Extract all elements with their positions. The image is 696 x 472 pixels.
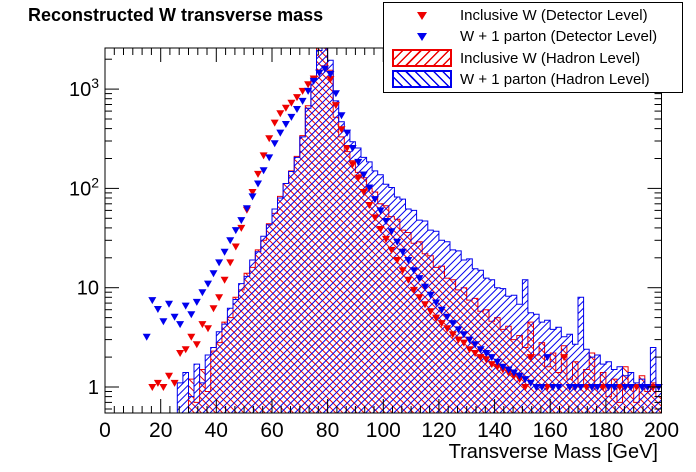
figure-title: Reconstructed W transverse mass <box>28 5 324 25</box>
legend-hatch-swatch-icon <box>392 70 452 89</box>
svg-text:103: 103 <box>69 75 99 101</box>
x-axis-title: Transverse Mass [GeV] <box>448 441 658 463</box>
histogram-w1parton-hadron <box>105 47 662 414</box>
svg-text:40: 40 <box>205 419 228 442</box>
legend-item-label: W + 1 parton (Detector Level) <box>460 28 658 46</box>
svg-text:20: 20 <box>149 419 172 442</box>
legend-item: W + 1 parton (Detector Level) <box>384 26 682 47</box>
legend-item-label: Inclusive W (Detector Level) <box>460 7 648 25</box>
x-tick-labels: 0 20 40 60 80 100 120 140 160 180 200 <box>99 419 679 442</box>
svg-text:102: 102 <box>69 174 99 200</box>
y-tick-labels: 1 10 102 103 <box>69 75 99 399</box>
legend-item: Inclusive W (Hadron Level) <box>384 48 682 69</box>
legend-item-label: Inclusive W (Hadron Level) <box>460 49 641 67</box>
legend-item: Inclusive W (Detector Level) <box>384 5 682 26</box>
legend: Inclusive W (Detector Level) W + 1 parton… <box>383 2 683 93</box>
legend-triangle-marker-icon <box>417 32 427 41</box>
svg-text:100: 100 <box>366 419 401 442</box>
svg-text:10: 10 <box>77 278 99 300</box>
svg-text:160: 160 <box>533 419 568 442</box>
svg-text:180: 180 <box>588 419 623 442</box>
markers-w1parton-detector <box>142 65 663 391</box>
svg-text:1: 1 <box>88 377 99 399</box>
svg-text:60: 60 <box>260 419 283 442</box>
svg-text:80: 80 <box>316 419 339 442</box>
markers-inclusive-w-detector <box>148 65 663 391</box>
svg-text:140: 140 <box>477 419 512 442</box>
svg-text:200: 200 <box>644 419 679 442</box>
legend-item: W + 1 parton (Hadron Level) <box>384 69 682 90</box>
legend-hatch-swatch-icon <box>392 49 452 68</box>
svg-text:120: 120 <box>421 419 456 442</box>
axes-ticks <box>104 48 662 413</box>
legend-triangle-marker-icon <box>417 11 427 20</box>
legend-item-label: W + 1 parton (Hadron Level) <box>460 70 650 88</box>
svg-text:0: 0 <box>99 419 111 442</box>
